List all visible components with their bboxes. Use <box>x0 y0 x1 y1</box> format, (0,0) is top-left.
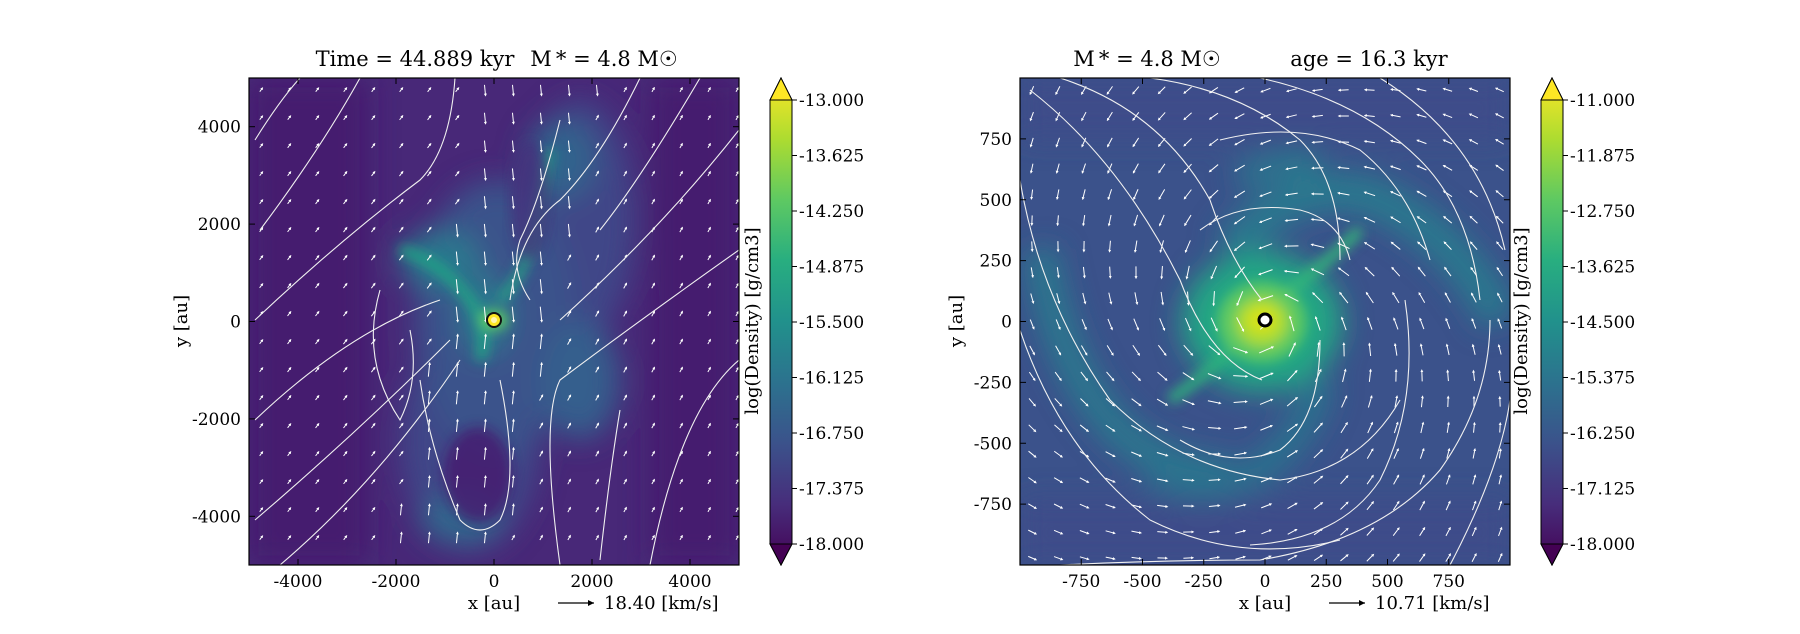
velocity-arrow <box>1032 241 1033 250</box>
right-colorbar <box>1541 78 1563 565</box>
x-tick-label: 750 <box>1433 572 1465 592</box>
x-tick-label: 0 <box>489 572 500 592</box>
left-title-mass: M * = 4.8 M☉ <box>530 47 678 71</box>
right-title-mass: M * = 4.8 M☉ <box>1073 47 1221 71</box>
x-tick-label: 250 <box>1310 572 1342 592</box>
colorbar-tick-label: -16.250 <box>1570 424 1635 444</box>
right-star-marker <box>1259 314 1271 326</box>
right-panel: M * = 4.8 M☉ age = 16.3 kyr <box>946 47 1635 614</box>
right-title-age: age = 16.3 kyr <box>1290 47 1448 71</box>
velocity-arrow <box>1183 558 1192 559</box>
x-tick-label: -750 <box>1062 572 1100 592</box>
x-tick-label: 4000 <box>668 572 711 592</box>
y-tick-label: -2000 <box>192 410 241 430</box>
left-density-map <box>249 78 739 565</box>
left-colorbar-ticks: -13.000 -13.625 -14.250 -14.875 -15.500 -16.1… <box>792 91 864 555</box>
colorbar-tick-label: -13.625 <box>1570 258 1635 278</box>
x-tick-label: -4000 <box>273 572 322 592</box>
colorbar-tick-label: -15.375 <box>1570 369 1635 389</box>
x-tick-label: 2000 <box>570 572 613 592</box>
colorbar-tick-label: -17.375 <box>799 480 864 500</box>
velocity-arrow <box>1209 480 1220 481</box>
y-tick-label: 4000 <box>198 118 241 138</box>
colorbar-tick-label: -15.500 <box>799 313 864 333</box>
left-title-time: Time = 44.889 kyr <box>316 47 516 71</box>
right-colorbar-label: log(Density) [g/cm3] <box>1511 227 1532 414</box>
colorbar-tick-label: -14.875 <box>799 258 864 278</box>
colorbar-tick-label: -11.000 <box>1570 91 1635 111</box>
colorbar-tick-label: -13.625 <box>799 147 864 167</box>
y-tick-label: -500 <box>974 434 1012 454</box>
colorbar-tick-label: -16.750 <box>799 424 864 444</box>
left-panel: Time = 44.889 kyr M * = 4.8 M☉ <box>171 47 864 614</box>
x-tick-label: 500 <box>1371 572 1403 592</box>
right-velocity-key: 10.71 [km/s] <box>1375 593 1490 614</box>
y-tick-label: -250 <box>974 373 1012 393</box>
x-tick-label: -2000 <box>371 572 420 592</box>
left-colorbar-label: log(Density) [g/cm3] <box>742 227 763 414</box>
colorbar-tick-label: -16.125 <box>799 369 864 389</box>
x-tick-label: -500 <box>1123 572 1161 592</box>
right-ylabel: y [au] <box>946 295 967 348</box>
colorbar-tick-label: -11.875 <box>1570 147 1635 167</box>
colorbar-tick-label: -18.000 <box>1570 535 1635 555</box>
right-density-map <box>1020 78 1510 565</box>
y-tick-label: -4000 <box>192 507 241 527</box>
y-tick-label: 2000 <box>198 215 241 235</box>
left-ylabel: y [au] <box>171 295 192 348</box>
colorbar-tick-label: -12.750 <box>1570 202 1635 222</box>
left-colorbar <box>770 78 792 565</box>
y-tick-label: 250 <box>980 252 1012 272</box>
y-tick-label: -750 <box>974 495 1012 515</box>
left-xlabel: x [au] <box>468 593 520 614</box>
right-colorbar-ticks: -11.000 -11.875 -12.750 -13.625 -14.500 -15.3… <box>1563 91 1635 555</box>
right-xlabel: x [au] <box>1239 593 1291 614</box>
velocity-arrow <box>1110 267 1111 278</box>
colorbar-tick-label: -14.250 <box>799 202 864 222</box>
x-tick-label: -250 <box>1185 572 1223 592</box>
left-velocity-key: 18.40 [km/s] <box>604 593 719 614</box>
colorbar-tick-label: -14.500 <box>1570 313 1635 333</box>
colorbar-tick-label: -17.125 <box>1570 480 1635 500</box>
y-tick-label: 750 <box>980 130 1012 150</box>
y-tick-label: 500 <box>980 191 1012 211</box>
colorbar-tick-label: -18.000 <box>799 535 864 555</box>
y-tick-label: 0 <box>230 313 241 333</box>
velocity-arrow <box>1365 90 1374 91</box>
colorbar-tick-label: -13.000 <box>799 91 864 111</box>
y-tick-label: 0 <box>1001 313 1012 333</box>
x-tick-label: 0 <box>1260 572 1271 592</box>
